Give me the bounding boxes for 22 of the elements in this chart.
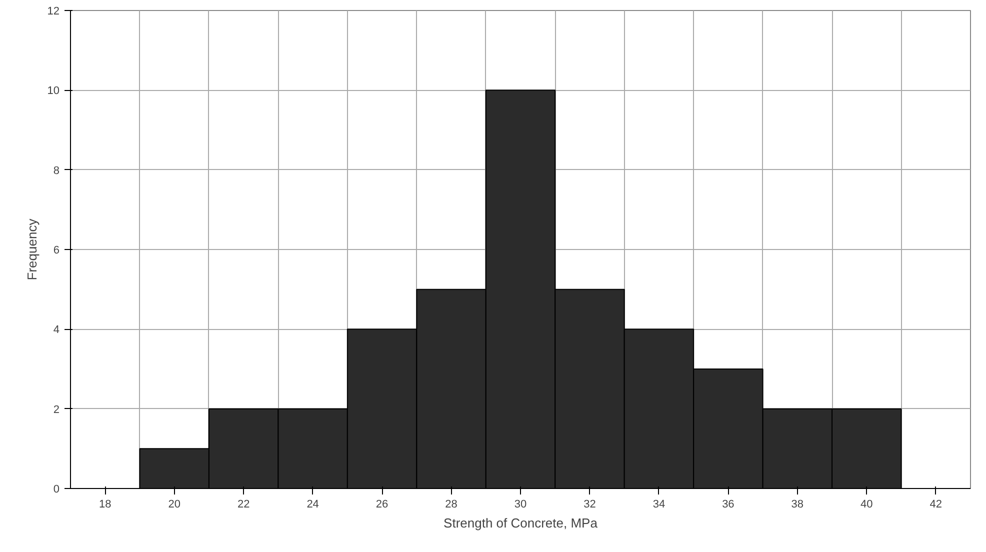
x-tick-label: 40 xyxy=(860,498,873,510)
x-tick-label: 18 xyxy=(99,498,112,510)
y-axis-title: Frequency xyxy=(24,218,40,280)
x-axis-title: Strength of Concrete, MPa xyxy=(444,516,598,530)
y-tick-label: 10 xyxy=(47,85,60,98)
x-tick-label: 28 xyxy=(445,498,458,510)
y-tick-label: 4 xyxy=(53,324,60,336)
y-tick-label: 2 xyxy=(53,404,60,416)
x-tick-label: 20 xyxy=(168,498,180,510)
y-tick-label: 6 xyxy=(53,244,60,256)
x-tick-label: 24 xyxy=(306,498,319,510)
x-tick-label: 42 xyxy=(930,498,942,510)
x-tick-label: 36 xyxy=(722,498,734,510)
x-tick-label: 26 xyxy=(376,498,388,510)
y-tick-label: 0 xyxy=(53,484,60,496)
x-tick-label: 22 xyxy=(237,498,250,510)
x-tick-label: 34 xyxy=(652,498,666,510)
y-tick-label: 8 xyxy=(53,164,60,177)
x-tick-label: 32 xyxy=(584,498,596,510)
x-tick-label: 30 xyxy=(514,498,527,510)
x-tick-label: 38 xyxy=(791,498,804,510)
y-tick-label: 12 xyxy=(47,6,60,18)
